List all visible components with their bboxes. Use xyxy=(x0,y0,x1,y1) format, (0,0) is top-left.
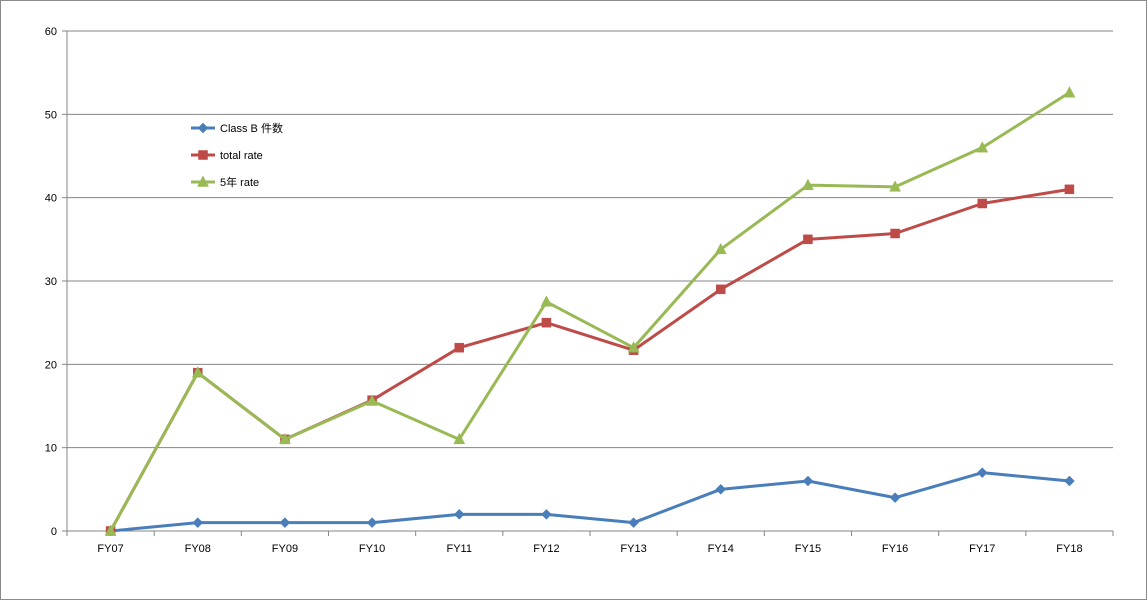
data-point-2-FY13 xyxy=(627,341,640,353)
x-tick-label-FY15: FY15 xyxy=(795,543,821,555)
data-point-2-FY09 xyxy=(279,432,291,445)
legend-marker xyxy=(197,122,209,134)
legend-entry-2: 5年 rate xyxy=(191,175,259,189)
data-point-1-FY17 xyxy=(977,198,987,209)
data-point-0-FY10 xyxy=(366,517,378,529)
data-point-2-FY17 xyxy=(976,141,989,153)
legend-entry-0: Class B 件数 xyxy=(191,122,283,135)
series-line-1 xyxy=(109,187,1071,533)
data-point-2-FY15 xyxy=(802,178,814,190)
legend-marker xyxy=(198,150,208,160)
legend: Class B 件数 total rate 5年 rate xyxy=(191,122,283,189)
data-point-2-FY12 xyxy=(540,295,553,307)
data-point-1-FY12 xyxy=(541,317,552,328)
axes xyxy=(62,30,1114,536)
x-tick-label-FY10: FY10 xyxy=(359,543,385,555)
data-point-2-FY16 xyxy=(889,180,901,192)
data-point-1-FY16 xyxy=(890,228,900,239)
y-tick-label: 20 xyxy=(45,359,57,371)
legend-label: 5年 rate xyxy=(220,175,259,189)
series-lines xyxy=(104,86,1076,537)
x-tick-label-FY11: FY11 xyxy=(447,543,472,555)
data-point-2-FY11 xyxy=(453,432,466,445)
data-point-2-FY10 xyxy=(366,394,378,406)
series-1 xyxy=(105,184,1075,536)
data-point-2-FY18 xyxy=(1063,86,1076,98)
series-line-0 xyxy=(109,471,1071,533)
x-tick-label-FY16: FY16 xyxy=(882,543,908,555)
legend-entry-1: total rate xyxy=(191,150,263,162)
data-point-0-FY11 xyxy=(453,508,465,520)
data-point-1-FY15 xyxy=(803,234,813,245)
y-tick-label: 50 xyxy=(45,109,57,121)
data-point-2-FY14 xyxy=(714,242,727,255)
x-tick-label-FY14: FY14 xyxy=(708,543,734,555)
x-tick-label-FY09: FY09 xyxy=(272,543,298,555)
data-point-0-FY18 xyxy=(1064,475,1075,487)
x-tick-label-FY12: FY12 xyxy=(533,543,559,555)
data-point-0-FY16 xyxy=(889,492,901,504)
legend-label: total rate xyxy=(220,150,263,162)
data-point-0-FY14 xyxy=(715,483,727,495)
data-point-0-FY12 xyxy=(541,508,552,520)
y-tick-label: 40 xyxy=(45,193,57,205)
legend-label: Class B 件数 xyxy=(220,122,283,135)
x-tick-label-FY18: FY18 xyxy=(1056,543,1082,555)
y-tick-label: 0 xyxy=(51,526,57,538)
x-tick-label-FY08: FY08 xyxy=(185,543,211,555)
series-line-2 xyxy=(109,91,1071,533)
data-point-0-FY13 xyxy=(628,517,639,529)
data-point-0-FY15 xyxy=(802,475,814,487)
data-point-1-FY14 xyxy=(716,284,726,295)
legend-marker xyxy=(197,175,209,187)
data-point-0-FY17 xyxy=(976,467,988,479)
series-0 xyxy=(105,467,1075,537)
data-point-0-FY09 xyxy=(279,517,291,529)
data-point-2-FY08 xyxy=(191,366,204,378)
x-tick-label-FY13: FY13 xyxy=(620,543,646,555)
y-tick-label: 60 xyxy=(45,26,57,38)
data-point-1-FY11 xyxy=(454,342,464,353)
x-tick-label-FY07: FY07 xyxy=(97,543,123,555)
data-point-1-FY18 xyxy=(1064,184,1075,195)
gridlines xyxy=(67,30,1113,449)
data-point-0-FY08 xyxy=(192,517,204,529)
x-tick-labels: FY07 FY08 FY09 FY10 FY11 FY12 FY13 FY14 FY15 FY16… xyxy=(97,543,1082,555)
y-tick-labels: 0 10 20 30 40 50 60 xyxy=(45,26,57,538)
series-2 xyxy=(104,86,1076,536)
y-tick-label: 10 xyxy=(45,443,57,455)
x-tick-label-FY17: FY17 xyxy=(969,543,995,555)
data-point-2-FY07 xyxy=(104,524,117,536)
y-tick-label: 30 xyxy=(45,276,57,288)
